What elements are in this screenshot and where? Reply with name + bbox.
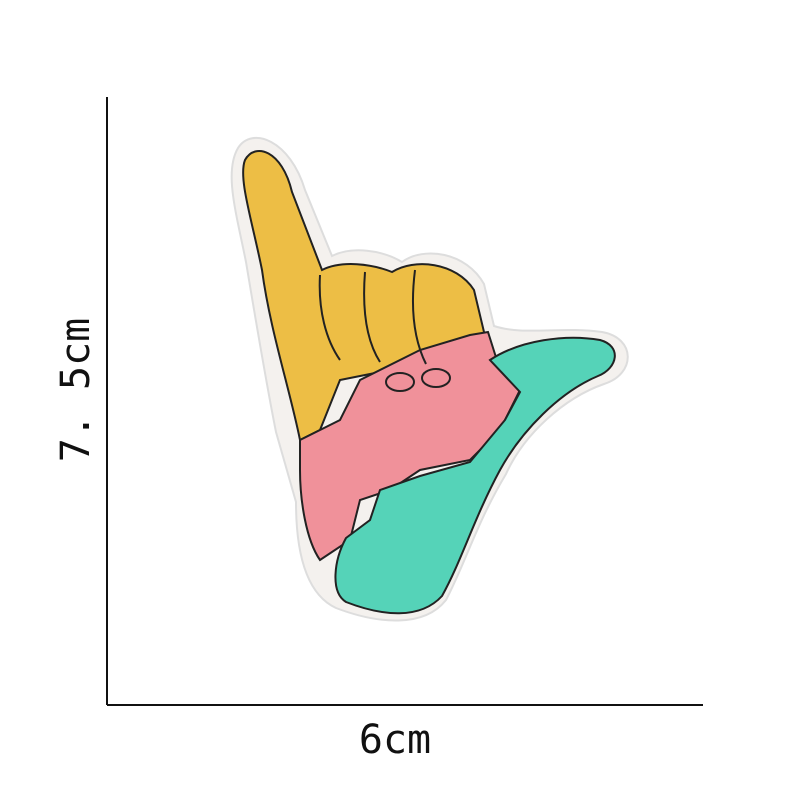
height-label: 7. 5cm — [53, 318, 99, 463]
palm — [299, 330, 522, 562]
fingertip — [421, 368, 451, 388]
patch — [230, 137, 629, 622]
width-label: 6cm — [359, 717, 431, 763]
finger-lines — [318, 269, 427, 365]
thumb — [334, 336, 616, 615]
fingertip — [385, 372, 415, 392]
